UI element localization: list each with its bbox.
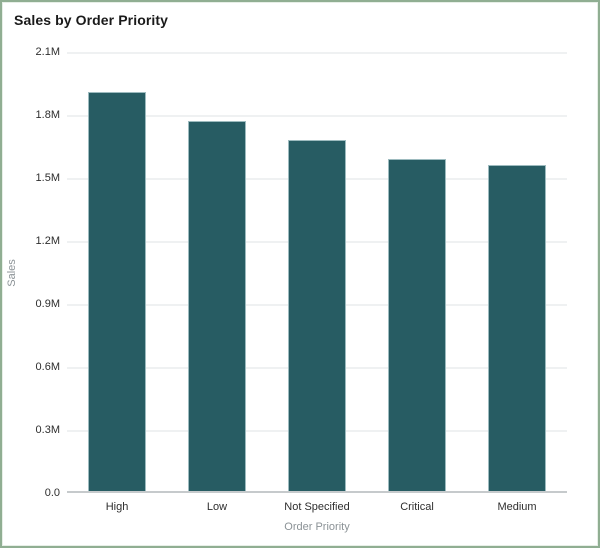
bar-medium[interactable] [488, 165, 546, 491]
bar-critical[interactable] [388, 159, 446, 491]
chart-title: Sales by Order Priority [14, 12, 169, 28]
y-tick-label: 1.8M [35, 109, 60, 121]
y-tick-label: 0.3M [35, 424, 60, 436]
y-tick-label: 0.0 [44, 487, 60, 499]
x-category-label: High [105, 501, 129, 513]
x-category-label: Not Specified [284, 501, 350, 513]
gridline [67, 52, 567, 54]
y-tick-label: 1.5M [35, 172, 60, 184]
plot-area [67, 52, 567, 493]
gridline [67, 115, 567, 117]
x-category-label: Low [206, 501, 228, 513]
bar-high[interactable] [88, 92, 146, 491]
y-axis-title-text: Sales [6, 258, 18, 287]
x-category-label: Critical [400, 501, 434, 513]
bar-low[interactable] [188, 121, 246, 491]
x-axis-title: Order Priority [284, 521, 350, 533]
bar-not-specified[interactable] [288, 140, 346, 491]
y-tick-label: 1.2M [35, 235, 60, 247]
y-tick-label: 0.6M [35, 361, 60, 373]
y-tick-label: 2.1M [35, 46, 60, 58]
x-category-label: Medium [497, 501, 537, 513]
y-tick-label: 0.9M [35, 298, 60, 310]
